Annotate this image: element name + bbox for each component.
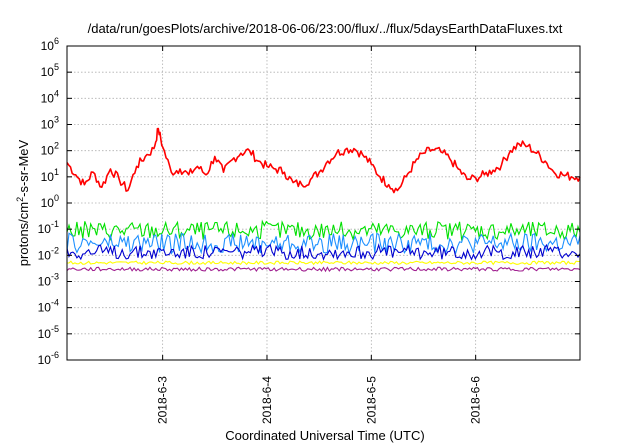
y-tick-label-base: 10 <box>38 301 52 315</box>
series-band-5 <box>67 260 580 266</box>
series-band-3 <box>66 231 581 256</box>
y-tick-label-base: 10 <box>38 222 52 236</box>
y-tick-label-base: 10 <box>41 118 55 132</box>
y-axis-label: protons/cm2-s-sr-MeV <box>15 139 31 266</box>
y-tick-label-exp: -5 <box>51 324 59 334</box>
y-tick-label: 100 <box>41 193 59 210</box>
y-tick-label-base: 10 <box>41 39 55 53</box>
x-tick-label: 2018-6-4 <box>260 376 274 424</box>
chart-title: /data/run/goesPlots/archive/2018-06-06/2… <box>88 21 563 36</box>
y-tick-label-exp: 5 <box>54 62 59 72</box>
y-tick-label-exp: 3 <box>54 115 59 125</box>
x-tick-label: 2018-6-6 <box>469 376 483 424</box>
y-tick-label: 10-2 <box>38 245 59 262</box>
y-tick-label-exp: 0 <box>54 193 59 203</box>
y-tick-label-base: 10 <box>38 327 52 341</box>
series-band-2 <box>66 219 581 242</box>
axis-ticks: 10-610-510-410-310-210-11001011021031041… <box>38 36 580 424</box>
y-tick-label-base: 10 <box>41 196 55 210</box>
y-tick-label-base: 10 <box>41 144 55 158</box>
y-tick-label: 101 <box>41 167 59 184</box>
y-tick-label: 106 <box>41 36 59 53</box>
series-line-1 <box>66 127 581 194</box>
y-axis-label-sup: 2 <box>15 197 25 202</box>
y-tick-label-base: 10 <box>38 275 52 289</box>
x-tick-label: 2018-6-3 <box>156 376 170 424</box>
y-tick-label: 105 <box>41 62 59 79</box>
y-tick-label: 102 <box>41 141 59 158</box>
y-tick-label-base: 10 <box>38 353 52 367</box>
series-band-4 <box>66 243 581 261</box>
y-tick-label: 104 <box>41 88 59 105</box>
y-tick-label-exp: 6 <box>54 36 59 46</box>
y-tick-label-exp: -4 <box>51 298 59 308</box>
y-tick-label-exp: -6 <box>51 350 59 360</box>
y-tick-label: 10-4 <box>38 298 59 315</box>
y-tick-label: 10-1 <box>38 219 59 236</box>
grid-lines <box>67 46 580 360</box>
y-tick-label-exp: 2 <box>54 141 59 151</box>
y-axis-label-base: protons/cm <box>16 202 31 266</box>
y-tick-label-base: 10 <box>41 170 55 184</box>
y-tick-label: 10-3 <box>38 272 59 289</box>
y-tick-label: 103 <box>41 115 59 132</box>
y-tick-label: 10-5 <box>38 324 59 341</box>
x-axis-label: Coordinated Universal Time (UTC) <box>225 428 424 443</box>
series-band-6 <box>66 266 581 273</box>
y-tick-label-base: 10 <box>38 248 52 262</box>
y-tick-label-exp: -2 <box>51 245 59 255</box>
y-tick-label-exp: -3 <box>51 272 59 282</box>
y-tick-label-exp: 1 <box>54 167 59 177</box>
y-tick-label: 10-6 <box>38 350 59 367</box>
series-group <box>66 127 581 273</box>
y-tick-label-exp: -1 <box>51 219 59 229</box>
y-axis-label-rest: -s-sr-MeV <box>16 139 31 196</box>
y-tick-label-base: 10 <box>41 65 55 79</box>
y-tick-label-base: 10 <box>41 91 55 105</box>
x-tick-label: 2018-6-5 <box>364 376 378 424</box>
y-tick-label-exp: 4 <box>54 88 59 98</box>
